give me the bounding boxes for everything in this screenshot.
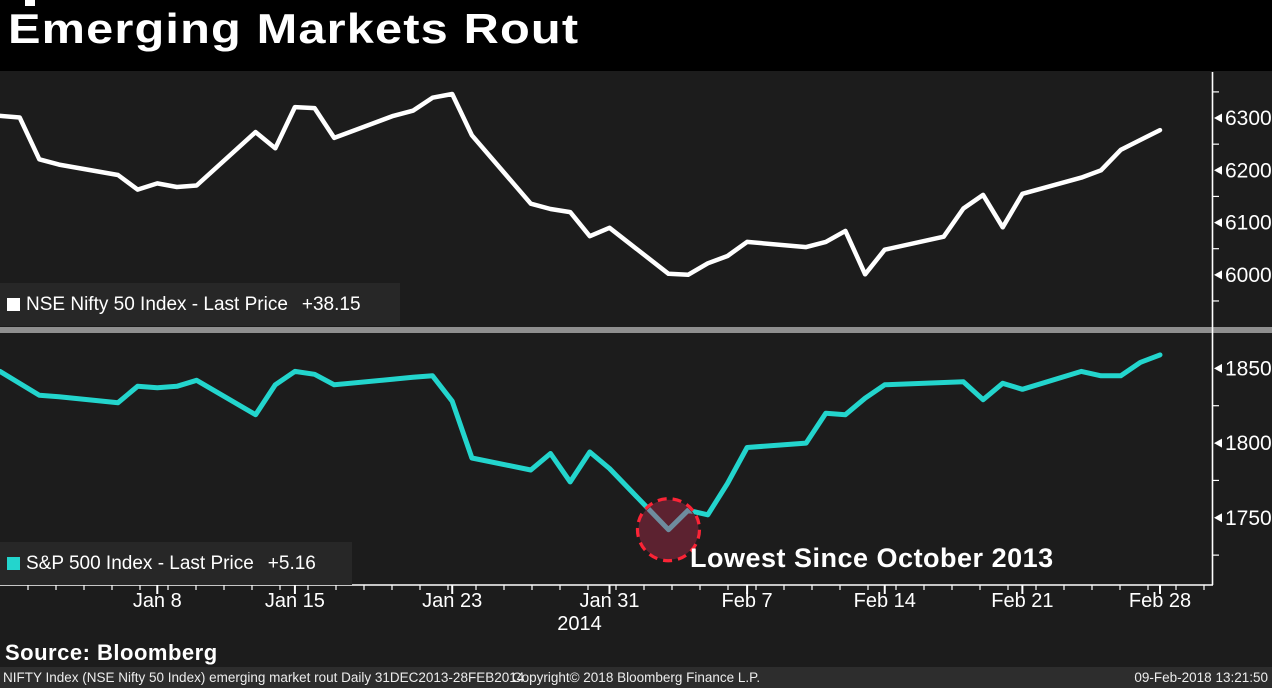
source-line: Source: Bloomberg <box>5 640 218 665</box>
x-tick-label: Feb 7 <box>722 590 773 612</box>
spx-legend-label: S&P 500 Index - Last Price <box>26 552 254 574</box>
panel-separator <box>0 327 1272 333</box>
status-security-info: NIFTY Index (NSE Nifty 50 Index) emergin… <box>3 670 525 685</box>
status-timestamp: 09-Feb-2018 13:21:50 <box>1134 670 1268 685</box>
nifty-legend-swatch <box>7 298 20 311</box>
x-tick-label: Feb 14 <box>854 590 916 612</box>
x-tick-label: Jan 31 <box>579 590 639 612</box>
y-tick-label: 6100 <box>1225 212 1272 235</box>
annotation-circle-inner-line <box>639 500 698 533</box>
x-axis-year-label: 2014 <box>557 613 602 635</box>
nifty-change-value: +38.15 <box>301 293 361 315</box>
status-bar: NIFTY Index (NSE Nifty 50 Index) emergin… <box>0 667 1272 688</box>
x-tick-label: Jan 8 <box>133 590 182 612</box>
legend-strip-bottom <box>0 542 352 585</box>
annotation-circle-border <box>635 497 702 563</box>
y-tick-label: 6300 <box>1225 107 1272 130</box>
y-tick-label: 1800 <box>1225 432 1272 455</box>
y-major-tick-arrow <box>1214 270 1222 280</box>
spx-change-value: +5.16 <box>267 552 316 574</box>
x-tick-label: Jan 23 <box>422 590 482 612</box>
y-major-tick-arrow <box>1214 363 1222 373</box>
annotation-lowest-since: Lowest Since October 2013 <box>690 543 1054 573</box>
y-major-tick-arrow <box>1214 165 1222 175</box>
nifty-price-line[interactable] <box>0 91 1163 278</box>
legend-nifty[interactable]: NSE Nifty 50 Index - Last Price +38.15 <box>7 283 361 326</box>
y-major-tick-arrow <box>1214 113 1222 123</box>
y-tick-label: 1850 <box>1225 357 1272 380</box>
legend-spx[interactable]: S&P 500 Index - Last Price +5.16 <box>7 542 316 585</box>
nifty-legend-label: NSE Nifty 50 Index - Last Price <box>26 293 288 315</box>
legend-strip-top <box>0 283 400 326</box>
y-major-tick-arrow <box>1214 513 1222 523</box>
y-tick-label: 6000 <box>1225 264 1272 287</box>
page-title: Emerging Markets Rout <box>8 5 580 52</box>
y-major-tick-arrow <box>1214 218 1222 228</box>
spx-price-line[interactable] <box>0 352 1163 533</box>
y-tick-label: 1750 <box>1225 507 1272 530</box>
y-tick-label: 6200 <box>1225 159 1272 182</box>
x-tick-label: Feb 28 <box>1129 590 1191 612</box>
title-band <box>0 0 1272 71</box>
x-tick-label: Jan 15 <box>265 590 325 612</box>
spx-legend-swatch <box>7 557 20 570</box>
y-major-tick-arrow <box>1214 438 1222 448</box>
screen-artifact <box>25 0 35 6</box>
status-copyright: Copyright© 2018 Bloomberg Finance L.P. <box>511 670 761 685</box>
x-tick-label: Feb 21 <box>991 590 1053 612</box>
